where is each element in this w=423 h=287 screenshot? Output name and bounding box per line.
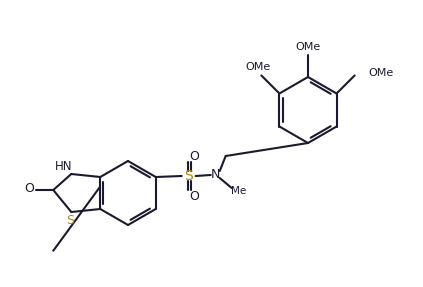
Text: OMe: OMe — [368, 67, 394, 77]
Text: O: O — [189, 150, 199, 162]
Text: S: S — [184, 169, 193, 183]
Text: OMe: OMe — [246, 61, 271, 71]
Text: Me: Me — [231, 186, 246, 196]
Text: OMe: OMe — [295, 42, 321, 52]
Text: HN: HN — [55, 160, 72, 172]
Text: O: O — [189, 189, 199, 203]
Text: O: O — [25, 183, 34, 195]
Text: S: S — [66, 214, 74, 228]
Text: N: N — [211, 168, 220, 181]
